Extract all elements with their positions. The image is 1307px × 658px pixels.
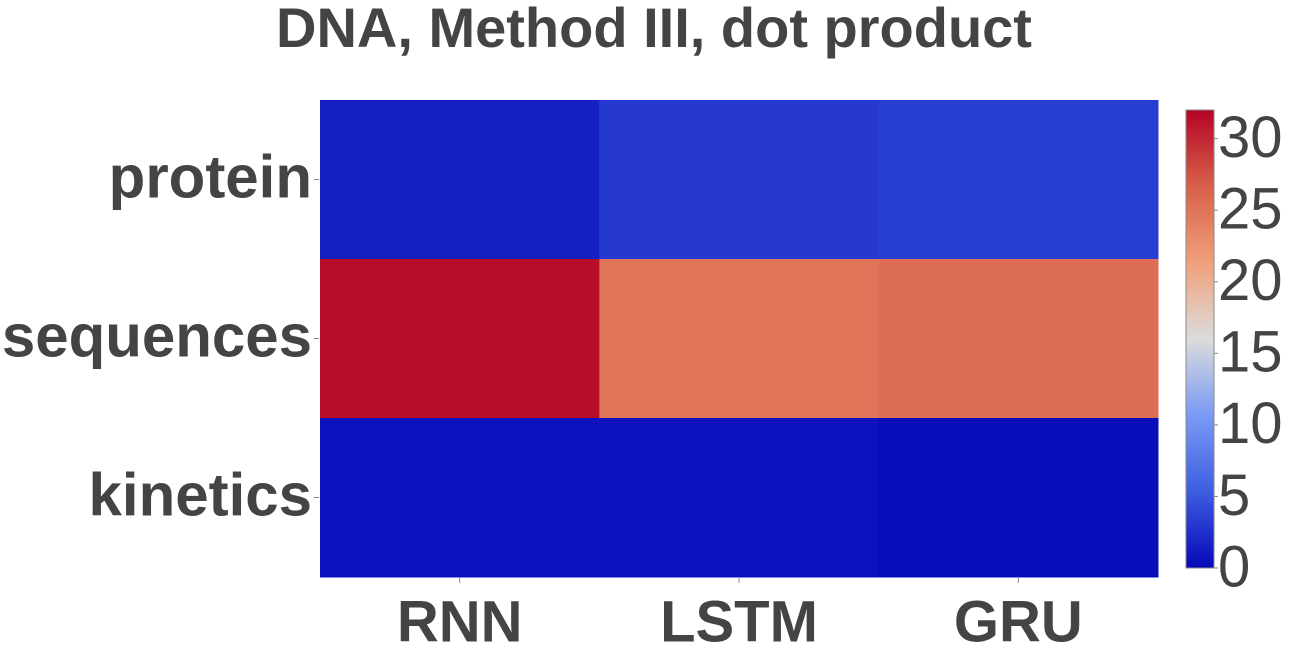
y-tick-label: kinetics: [89, 461, 312, 528]
chart-title: DNA, Method III, dot product: [276, 0, 1032, 59]
heatmap-cell: [878, 259, 1159, 419]
heatmap-cell: [599, 100, 880, 260]
x-tick-label: GRU: [954, 589, 1083, 654]
heatmap-cell: [878, 100, 1159, 260]
heatmap-cell: [320, 100, 600, 260]
heatmap-cell: [320, 418, 600, 578]
heatmap-cell: [320, 259, 600, 419]
heatmap-cell: [599, 259, 880, 419]
colorbar: [1185, 109, 1215, 569]
y-tick-label: protein: [109, 143, 312, 210]
colorbar-tick-label: 0: [1218, 534, 1250, 599]
x-tick-label: RNN: [397, 589, 523, 654]
heatmap-cell: [599, 418, 880, 578]
colorbar-tick-label: 25: [1218, 177, 1283, 242]
colorbar-tick-label: 5: [1218, 463, 1250, 528]
colorbar-tick-label: 10: [1218, 391, 1283, 456]
colorbar-tick-label: 20: [1218, 248, 1283, 313]
x-tick-label: LSTM: [660, 589, 818, 654]
colorbar-tick-label: 30: [1218, 105, 1283, 170]
y-tick-label: sequences: [2, 302, 312, 369]
colorbar-tick-label: 15: [1218, 320, 1283, 385]
heatmap-cell: [878, 418, 1159, 578]
